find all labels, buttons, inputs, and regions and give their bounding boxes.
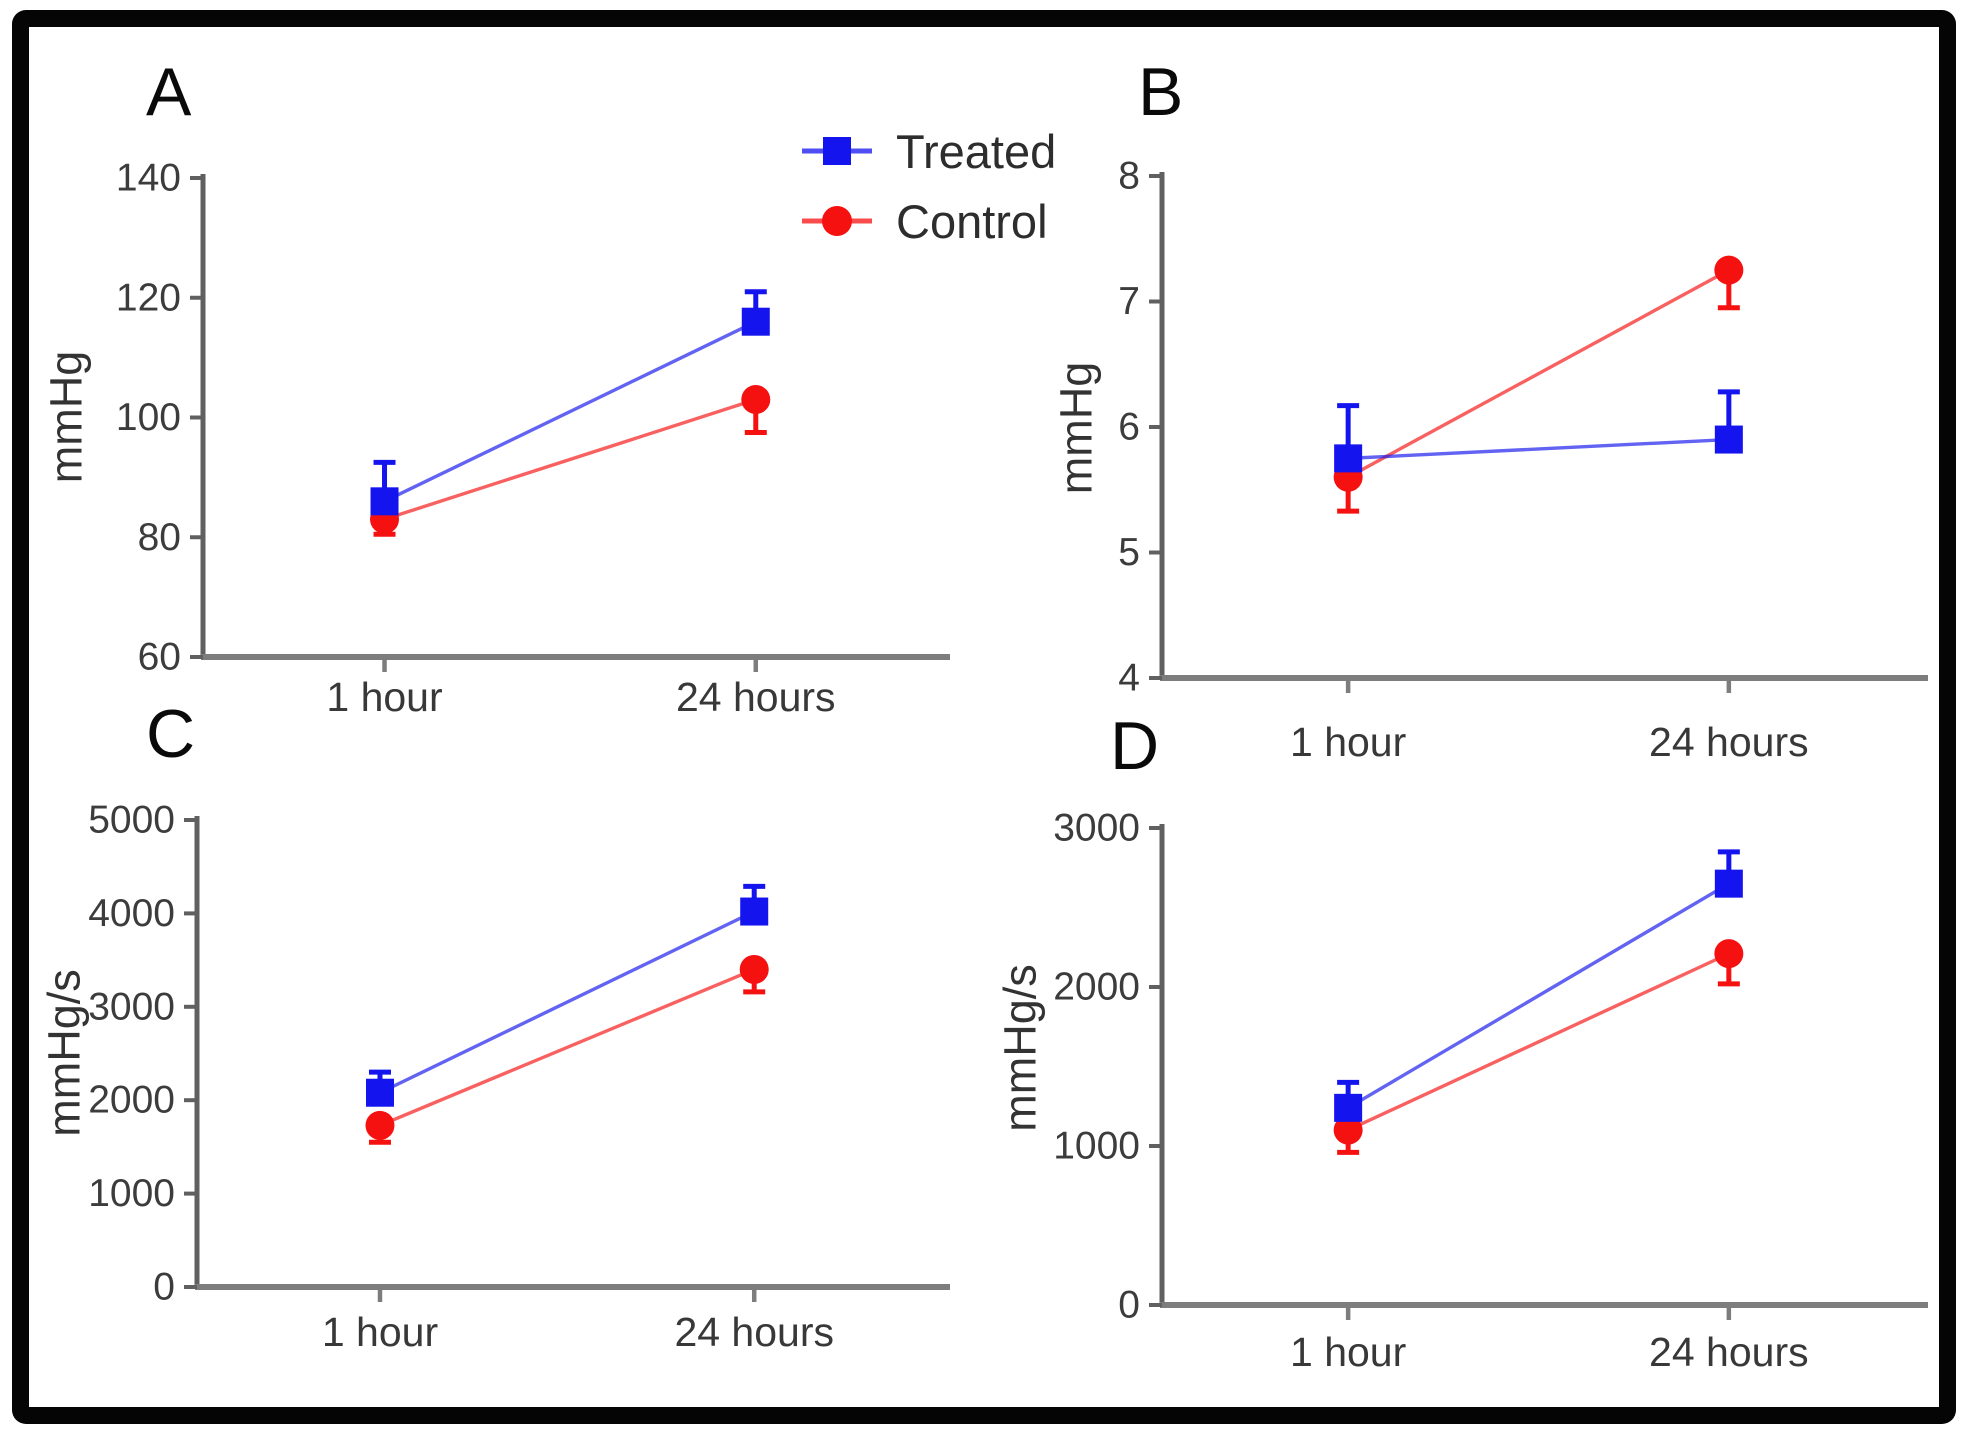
data-point-marker [365, 1110, 395, 1140]
legend-label-control: Control [896, 194, 1048, 248]
y-axis-label: mmHg/s [995, 964, 1046, 1132]
data-point-marker [740, 897, 769, 926]
series-line [1348, 437, 1729, 461]
data-point-marker [1333, 1115, 1363, 1145]
y-tick-label: 140 [116, 157, 181, 200]
x-tick-label: 1 hour [326, 674, 442, 720]
y-tick-label: 4 [1118, 657, 1140, 700]
figure-border [12, 10, 1956, 1424]
data-point-marker [1714, 869, 1743, 898]
x-tick-label: 1 hour [1290, 1329, 1406, 1375]
x-tick-label: 24 hours [676, 674, 836, 720]
y-tick-label: 80 [138, 516, 181, 559]
data-point-marker [370, 487, 399, 516]
x-tick-label: 1 hour [322, 1309, 438, 1355]
series-line [1347, 952, 1730, 1132]
y-axis-label: mmHg [41, 351, 92, 484]
series-line [1347, 268, 1730, 479]
y-tick-label: 3000 [1053, 807, 1140, 850]
y-tick-label: 0 [153, 1266, 175, 1309]
y-tick-label: 60 [138, 636, 181, 679]
x-tick-label: 24 hours [1649, 1329, 1809, 1375]
data-point-marker [741, 385, 771, 415]
y-axis-label: mmHg [1051, 362, 1102, 495]
treated-square-icon [802, 137, 872, 165]
y-tick-label: 1000 [1053, 1125, 1140, 1168]
y-tick-label: 3000 [88, 985, 175, 1028]
y-tick-label: 5000 [88, 799, 175, 842]
panel-a-letter: A [146, 54, 192, 130]
data-point-marker [1334, 1093, 1363, 1122]
y-tick-label: 1000 [88, 1172, 175, 1215]
panel-d: 0 1000 2000 3000 1 hour 24 hours mmHg/s [995, 807, 1928, 1375]
data-point-marker [1714, 255, 1744, 285]
y-tick-label: 2000 [1053, 966, 1140, 1009]
series-line [383, 320, 757, 503]
panel-d-letter: D [1110, 708, 1160, 784]
legend-item-treated: Treated [800, 124, 1056, 178]
data-point-marker [741, 307, 770, 336]
x-tick-label: 24 hours [674, 1309, 834, 1355]
y-tick-label: 8 [1118, 155, 1140, 198]
data-point-marker [365, 1078, 394, 1107]
data-point-marker [739, 954, 769, 984]
x-tick-label: 1 hour [1290, 719, 1406, 765]
panel-b: 4 5 6 7 8 1 hour 24 hours mmHg [1051, 155, 1928, 765]
series-line [383, 397, 757, 521]
y-tick-label: 2000 [88, 1079, 175, 1122]
y-tick-label: 120 [116, 276, 181, 319]
panel-a: 60 80 100 120 140 1 hour 24 hours mmHg [41, 157, 950, 720]
series-line [379, 910, 755, 1095]
control-circle-icon [802, 206, 872, 236]
data-point-marker [1334, 444, 1363, 473]
panel-c: 0 1000 2000 3000 4000 5000 1 hour 24 hours mmHg/… [39, 799, 950, 1355]
panel-c-letter: C [146, 696, 196, 772]
legend-label-treated: Treated [896, 124, 1057, 178]
y-tick-label: 100 [116, 396, 181, 439]
legend: Treated Control [800, 124, 1056, 248]
data-point-marker [1714, 425, 1743, 454]
y-tick-label: 0 [1118, 1284, 1140, 1327]
data-point-marker [1714, 939, 1744, 969]
y-tick-label: 5 [1118, 531, 1140, 574]
y-tick-label: 6 [1118, 406, 1140, 449]
y-axis-label: mmHg/s [39, 969, 90, 1137]
legend-item-control: Control [800, 194, 1056, 248]
x-tick-label: 24 hours [1649, 719, 1809, 765]
series-line [1347, 882, 1730, 1110]
y-tick-label: 7 [1118, 280, 1140, 323]
panel-b-letter: B [1138, 54, 1184, 130]
y-tick-label: 4000 [88, 892, 175, 935]
series-line [379, 967, 755, 1127]
